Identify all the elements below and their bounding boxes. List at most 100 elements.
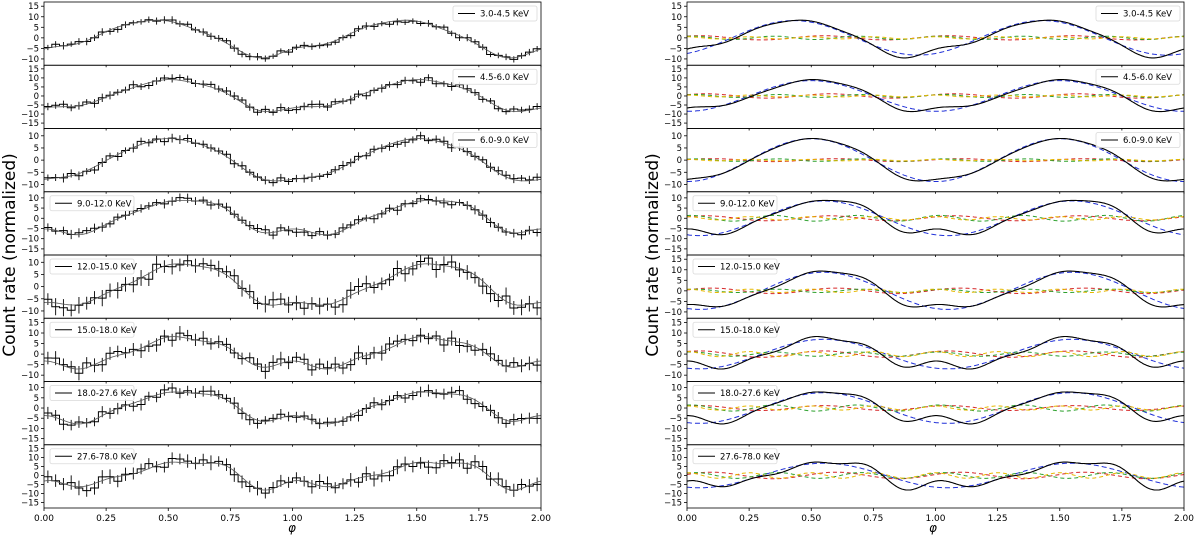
- x-tick-label: 2.00: [531, 514, 551, 524]
- y-tick-label: −10: [21, 55, 39, 65]
- x-tick-label: 0.25: [739, 514, 759, 524]
- y-tick-label: −10: [664, 424, 682, 434]
- panel-plot-area: [44, 16, 541, 63]
- y-tick-label: −10: [21, 371, 39, 381]
- legend-box: [692, 385, 778, 401]
- y-tick-label: 5: [34, 23, 39, 33]
- y-tick-label: −10: [664, 235, 682, 245]
- x-tick-label: 0.25: [96, 514, 116, 524]
- legend: 15.0-18.0 KeV: [692, 321, 780, 338]
- left-x-axis-title: φ: [288, 521, 296, 535]
- y-tick-label: −10: [664, 371, 682, 381]
- y-tick-label: −15: [21, 435, 39, 445]
- y-tick-label: 10: [671, 329, 682, 339]
- y-tick-label: −5: [26, 44, 39, 54]
- y-tick-label: −15: [664, 435, 682, 445]
- y-tick-label: 15: [671, 255, 682, 265]
- harmonic-1-line: [687, 338, 1184, 370]
- legend-box: [1095, 5, 1181, 22]
- y-tick-label: −15: [21, 119, 39, 129]
- harmonic-4-line: [687, 36, 1184, 40]
- y-tick-label: −5: [669, 224, 682, 234]
- y-tick-label: 0: [34, 34, 39, 44]
- y-tick-label: 5: [34, 270, 39, 280]
- panel-plot-area: [44, 74, 541, 116]
- harmonic-1-line: [687, 271, 1184, 310]
- y-tick-label: 10: [28, 453, 39, 463]
- harmonic-2-line: [687, 215, 1184, 222]
- data-step-histogram: [44, 257, 541, 311]
- legend-box: [49, 385, 135, 401]
- y-tick-label: 0: [677, 214, 682, 224]
- total-fit-line: [687, 199, 1184, 236]
- y-tick-label: 15: [671, 444, 682, 454]
- y-tick-label: −15: [21, 499, 39, 509]
- x-tick-label: 1.50: [1050, 514, 1070, 524]
- legend-box: [49, 321, 135, 338]
- x-tick-label: 0.50: [801, 514, 821, 524]
- y-tick-label: 5: [677, 276, 682, 286]
- y-tick-label: 5: [677, 83, 682, 93]
- harmonic-1-line: [687, 80, 1184, 112]
- y-tick-label: 0: [34, 471, 39, 481]
- model-fit-line: [44, 336, 541, 370]
- legend-label: 3.0-4.5 KeV: [480, 10, 529, 20]
- y-tick-label: 0: [677, 92, 682, 102]
- y-tick-label: −10: [664, 55, 682, 65]
- x-tick-label: 1.75: [469, 514, 489, 524]
- left-panel-6-0-9-0-kev: −10 −5 0 5 10 6.0-9.0 KeV: [21, 128, 542, 194]
- model-fit-line: [44, 263, 541, 306]
- legend: 3.0-4.5 KeV: [452, 5, 538, 22]
- y-tick-label: 0: [677, 471, 682, 481]
- legend-label: 4.5-6.0 KeV: [1123, 73, 1172, 83]
- harmonic-2-line: [687, 35, 1184, 41]
- y-tick-label: −5: [26, 414, 39, 424]
- y-tick-label: 10: [28, 384, 39, 394]
- legend-label: 12.0-15.0 KeV: [77, 263, 137, 273]
- y-tick-label: −10: [21, 424, 39, 434]
- y-tick-label: 0: [34, 283, 39, 293]
- legend-box: [49, 448, 135, 465]
- harmonic-4-line: [687, 351, 1184, 358]
- y-tick-label: −15: [664, 245, 682, 255]
- model-fit-line: [44, 200, 541, 236]
- legend-box: [452, 132, 538, 148]
- legend: 18.0-27.6 KeV: [49, 385, 137, 401]
- y-tick-label: 10: [28, 329, 39, 339]
- legend-label: 18.0-27.6 KeV: [77, 389, 137, 399]
- legend: 18.0-27.6 KeV: [692, 385, 780, 401]
- right-y-axis-title: Count rate (normalized): [643, 153, 663, 357]
- y-tick-label: −5: [669, 481, 682, 491]
- data-step-histogram: [44, 19, 541, 60]
- legend: 9.0-12.0 KeV: [692, 195, 778, 212]
- legend: 3.0-4.5 KeV: [1095, 5, 1181, 22]
- y-tick-label: 5: [677, 462, 682, 472]
- model-fit-line: [44, 461, 541, 491]
- y-tick-label: −10: [664, 490, 682, 500]
- legend: 4.5-6.0 KeV: [1095, 68, 1181, 85]
- y-tick-label: 15: [28, 318, 39, 328]
- y-tick-label: −10: [21, 235, 39, 245]
- legend-box: [692, 321, 778, 338]
- model-fit-line: [44, 391, 541, 425]
- legend-label: 9.0-12.0 KeV: [720, 199, 775, 209]
- legend-label: 9.0-12.0 KeV: [77, 199, 132, 209]
- y-tick-label: 5: [34, 394, 39, 404]
- harmonic-1-line: [687, 200, 1184, 237]
- panel-plot-area: [44, 382, 541, 431]
- harmonic-3-line: [687, 94, 1184, 98]
- y-tick-label: −5: [669, 44, 682, 54]
- y-tick-label: −10: [21, 490, 39, 500]
- legend-box: [49, 258, 135, 275]
- y-tick-label: −10: [21, 180, 39, 190]
- panel-plot-area: [687, 19, 1184, 59]
- legend-label: 12.0-15.0 KeV: [720, 263, 780, 273]
- y-tick-label: −5: [26, 101, 39, 111]
- legend: 4.5-6.0 KeV: [452, 68, 538, 85]
- harmonic-2-line: [687, 405, 1184, 411]
- y-tick-label: 10: [671, 194, 682, 204]
